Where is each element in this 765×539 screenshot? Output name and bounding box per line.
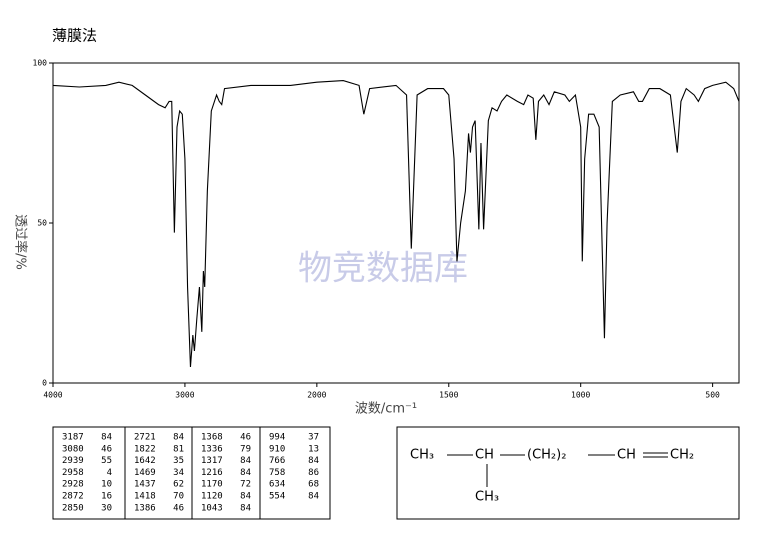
peak-wavenumber: 1317 bbox=[201, 456, 223, 466]
peak-wavenumber: 1216 bbox=[201, 468, 223, 478]
y-tick-label: 100 bbox=[33, 59, 48, 68]
peak-transmittance: 79 bbox=[240, 444, 251, 454]
structure-box bbox=[396, 426, 740, 520]
peak-transmittance: 34 bbox=[173, 468, 184, 478]
peak-wavenumber: 2939 bbox=[62, 456, 84, 466]
peak-wavenumber: 1336 bbox=[201, 444, 223, 454]
peak-wavenumber: 910 bbox=[269, 444, 285, 454]
peak-wavenumber: 1120 bbox=[201, 492, 223, 502]
x-tick-label: 500 bbox=[705, 391, 720, 400]
peak-transmittance: 37 bbox=[308, 433, 319, 443]
peak-wavenumber: 1368 bbox=[201, 433, 223, 443]
peak-transmittance: 84 bbox=[101, 433, 112, 443]
y-tick-label: 50 bbox=[37, 219, 47, 228]
formula-group: CH₂ bbox=[670, 448, 694, 463]
formula-group: (CH₂)₂ bbox=[527, 448, 566, 463]
x-tick-label: 1000 bbox=[571, 391, 590, 400]
peak-wavenumber: 1043 bbox=[201, 503, 223, 513]
y-tick-label: 0 bbox=[42, 379, 47, 388]
peak-transmittance: 68 bbox=[308, 480, 319, 490]
peak-transmittance: 84 bbox=[240, 492, 251, 502]
peak-transmittance: 84 bbox=[173, 433, 184, 443]
peak-wavenumber: 1437 bbox=[134, 480, 156, 490]
peak-wavenumber: 1170 bbox=[201, 480, 223, 490]
plot-frame bbox=[52, 62, 740, 384]
peak-transmittance: 86 bbox=[308, 468, 319, 478]
peak-transmittance: 4 bbox=[107, 468, 112, 478]
formula-group: CH bbox=[617, 448, 636, 463]
peak-transmittance: 46 bbox=[173, 503, 184, 513]
peak-transmittance: 35 bbox=[173, 456, 184, 466]
peak-transmittance: 84 bbox=[308, 456, 319, 466]
peak-wavenumber: 2850 bbox=[62, 503, 84, 513]
peak-wavenumber: 1469 bbox=[134, 468, 156, 478]
x-tick-label: 3000 bbox=[175, 391, 194, 400]
peak-wavenumber: 3187 bbox=[62, 433, 84, 443]
x-tick-label: 4000 bbox=[43, 391, 62, 400]
peak-wavenumber: 2958 bbox=[62, 468, 84, 478]
peak-transmittance: 46 bbox=[101, 444, 112, 454]
peak-transmittance: 70 bbox=[173, 492, 184, 502]
peak-wavenumber: 3080 bbox=[62, 444, 84, 454]
peak-wavenumber: 758 bbox=[269, 468, 285, 478]
peak-wavenumber: 766 bbox=[269, 456, 285, 466]
y-axis-label: 透过率/% bbox=[13, 214, 29, 270]
peak-wavenumber: 634 bbox=[269, 480, 285, 490]
peak-wavenumber: 1386 bbox=[134, 503, 156, 513]
peak-wavenumber: 2721 bbox=[134, 433, 156, 443]
peak-transmittance: 84 bbox=[240, 468, 251, 478]
chart-title: 薄膜法 bbox=[52, 27, 97, 45]
peak-transmittance: 81 bbox=[173, 444, 184, 454]
formula-group: CH₃ bbox=[475, 490, 499, 505]
peak-wavenumber: 994 bbox=[269, 433, 285, 443]
peak-wavenumber: 1642 bbox=[134, 456, 156, 466]
peak-transmittance: 84 bbox=[240, 456, 251, 466]
peak-wavenumber: 1822 bbox=[134, 444, 156, 454]
formula-group: CH₃ bbox=[410, 448, 434, 463]
peak-transmittance: 84 bbox=[308, 492, 319, 502]
x-tick-label: 2000 bbox=[307, 391, 326, 400]
peak-transmittance: 16 bbox=[101, 492, 112, 502]
x-tick-label: 1500 bbox=[439, 391, 458, 400]
peak-wavenumber: 2928 bbox=[62, 480, 84, 490]
peak-wavenumber: 1418 bbox=[134, 492, 156, 502]
peak-transmittance: 62 bbox=[173, 480, 184, 490]
formula-group: CH bbox=[475, 448, 494, 463]
peak-transmittance: 30 bbox=[101, 503, 112, 513]
peak-transmittance: 46 bbox=[240, 433, 251, 443]
peak-transmittance: 13 bbox=[308, 444, 319, 454]
x-axis-label: 波数/cm⁻¹ bbox=[355, 402, 417, 417]
spectrum-line bbox=[52, 80, 740, 368]
peak-wavenumber: 2872 bbox=[62, 492, 84, 502]
peak-transmittance: 55 bbox=[101, 456, 112, 466]
peak-transmittance: 72 bbox=[240, 480, 251, 490]
peak-transmittance: 84 bbox=[240, 503, 251, 513]
watermark: 物竞数据库 bbox=[298, 249, 468, 289]
peak-transmittance: 10 bbox=[101, 480, 112, 490]
peak-wavenumber: 554 bbox=[269, 492, 285, 502]
